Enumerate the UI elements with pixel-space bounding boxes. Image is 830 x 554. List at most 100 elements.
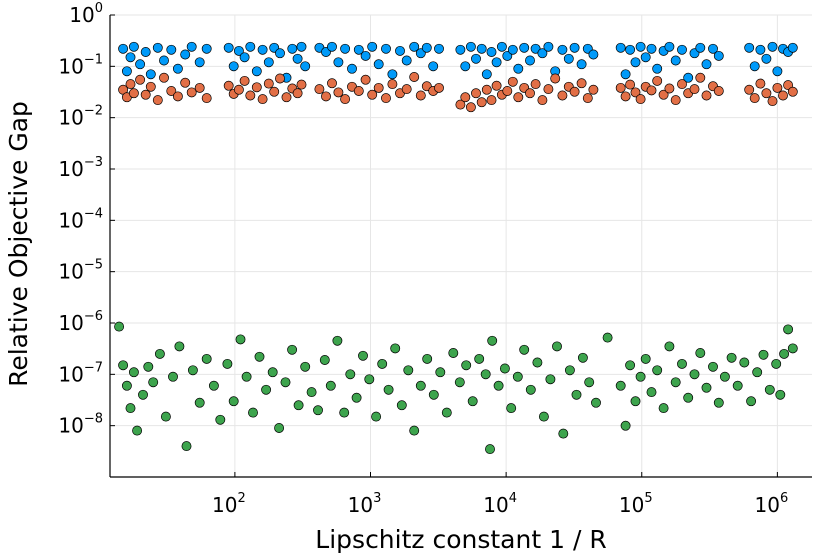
series-green-point — [435, 367, 446, 378]
series-blue-point — [576, 59, 587, 70]
series-blue-point — [166, 44, 177, 55]
series-orange-point — [340, 94, 351, 105]
series-green-point — [160, 411, 171, 422]
series-blue-point — [537, 48, 548, 59]
series-blue-point — [409, 41, 420, 52]
series-green-point — [383, 384, 394, 395]
series-blue-point — [118, 43, 129, 54]
series-orange-point — [194, 82, 205, 93]
series-green-point — [752, 367, 763, 378]
series-orange-point — [652, 75, 663, 86]
series-blue-point — [145, 69, 156, 80]
series-orange-point — [582, 93, 593, 104]
series-blue-point — [749, 61, 760, 72]
series-orange-point — [269, 86, 280, 97]
y-tick-label: 100 — [69, 1, 103, 27]
series-orange-point — [434, 82, 444, 93]
series-green-point — [764, 384, 775, 395]
series-green-point — [689, 369, 700, 380]
series-orange-point — [677, 79, 687, 90]
series-orange-point — [381, 93, 391, 104]
series-green-point — [325, 380, 336, 391]
series-orange-point — [767, 96, 778, 107]
series-blue-point — [701, 59, 712, 70]
series-blue-point — [223, 42, 234, 53]
series-blue-point — [287, 43, 298, 54]
series-blue-point — [744, 42, 755, 53]
series-blue-point — [257, 44, 268, 55]
series-blue-point — [755, 44, 766, 55]
series-orange-point — [135, 74, 146, 85]
series-blue-point — [670, 55, 681, 66]
series-green-point — [564, 365, 575, 376]
series-blue-point — [125, 52, 136, 63]
series-orange-point — [749, 93, 760, 104]
series-green-point — [241, 371, 252, 382]
series-blue-point — [367, 41, 378, 52]
series-orange-point — [755, 78, 766, 89]
x-tick-label: 106 — [755, 491, 789, 517]
series-green-point — [174, 341, 185, 352]
series-green-point — [319, 355, 330, 365]
series-orange-point — [125, 79, 136, 90]
series-blue-point — [513, 63, 524, 74]
series-blue-point — [201, 43, 212, 54]
series-orange-point — [543, 84, 554, 95]
y-tick-label: 10−5 — [58, 258, 103, 284]
series-blue-point — [620, 69, 631, 80]
series-blue-point — [486, 47, 497, 57]
series-orange-point — [233, 84, 244, 95]
series-orange-point — [550, 73, 561, 84]
series-orange-point — [281, 92, 292, 103]
series-green-point — [143, 361, 154, 372]
series-green-point — [345, 369, 356, 380]
series-green-point — [222, 358, 233, 369]
series-orange-point — [689, 84, 700, 95]
series-green-point — [677, 358, 687, 369]
series-green-point — [313, 405, 323, 416]
series-green-point — [228, 396, 239, 407]
series-green-point — [461, 360, 472, 371]
series-green-point — [390, 343, 401, 354]
series-orange-point — [409, 72, 420, 82]
series-blue-point — [347, 63, 357, 74]
series-orange-point — [701, 90, 712, 101]
series-green-point — [415, 380, 426, 391]
series-green-point — [121, 380, 132, 391]
series-green-point — [351, 392, 362, 403]
series-blue-point — [172, 63, 183, 74]
series-blue-point — [135, 59, 146, 70]
series-green-point — [201, 353, 212, 364]
series-blue-point — [233, 45, 244, 56]
series-green-point — [615, 380, 626, 391]
series-green-point — [525, 384, 536, 395]
series-green-point — [499, 363, 510, 374]
series-blue-point — [625, 44, 636, 55]
series-green-point — [138, 389, 148, 400]
series-green-point — [652, 365, 663, 376]
series-green-point — [779, 348, 790, 359]
series-green-point — [474, 353, 485, 364]
series-green-point — [287, 344, 298, 355]
series-green-point — [428, 389, 439, 400]
series-blue-point — [300, 61, 311, 72]
series-green-point — [771, 358, 782, 369]
series-green-point — [630, 396, 641, 407]
series-green-point — [620, 420, 631, 431]
series-orange-point — [223, 80, 234, 91]
series-green-point — [646, 387, 657, 398]
x-tick-label: 105 — [619, 491, 653, 517]
series-blue-point — [664, 41, 675, 52]
series-orange-point — [695, 72, 706, 83]
series-orange-point — [471, 88, 481, 99]
series-blue-point — [713, 50, 724, 61]
series-green-point — [248, 407, 258, 418]
series-orange-point — [588, 84, 599, 95]
series-green-point — [125, 403, 136, 414]
series-blue-point — [186, 41, 197, 52]
series-orange-point — [145, 81, 156, 92]
series-blue-point — [630, 57, 641, 68]
series-blue-point — [455, 44, 466, 55]
series-blue-point — [481, 69, 492, 80]
series-blue-point — [683, 72, 694, 83]
